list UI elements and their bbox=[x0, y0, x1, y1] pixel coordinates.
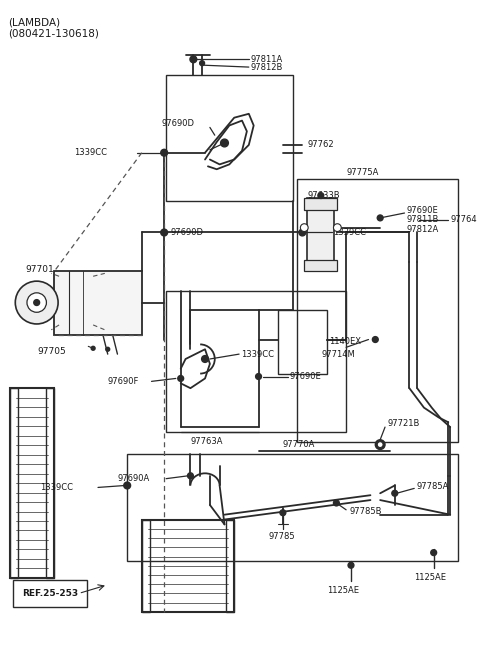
Text: 97690D: 97690D bbox=[171, 228, 204, 237]
Circle shape bbox=[161, 229, 168, 236]
Circle shape bbox=[431, 550, 437, 555]
Text: 1125AE: 1125AE bbox=[414, 573, 446, 582]
Text: 97811A: 97811A bbox=[251, 55, 283, 64]
Circle shape bbox=[372, 337, 378, 342]
Bar bbox=[304, 260, 337, 272]
Text: 97721B: 97721B bbox=[388, 419, 420, 428]
Circle shape bbox=[334, 224, 341, 232]
Circle shape bbox=[256, 373, 262, 379]
Circle shape bbox=[221, 139, 228, 147]
Circle shape bbox=[348, 562, 354, 568]
Circle shape bbox=[392, 490, 398, 496]
Text: 97775A: 97775A bbox=[346, 168, 379, 177]
Circle shape bbox=[161, 149, 168, 156]
Circle shape bbox=[91, 346, 95, 350]
Text: 97785: 97785 bbox=[268, 531, 295, 541]
Bar bbox=[166, 75, 293, 201]
Bar bbox=[127, 454, 458, 561]
Text: 97785A: 97785A bbox=[416, 482, 448, 491]
Bar bbox=[166, 291, 346, 432]
Text: 1339CC: 1339CC bbox=[73, 148, 107, 157]
Bar bbox=[307, 199, 335, 272]
Text: 97762: 97762 bbox=[307, 141, 334, 150]
Circle shape bbox=[375, 440, 385, 450]
Text: 1339CC: 1339CC bbox=[334, 228, 366, 237]
Circle shape bbox=[377, 442, 383, 448]
Text: 97690E: 97690E bbox=[289, 372, 322, 381]
Bar bbox=[11, 388, 54, 578]
Text: 1339CC: 1339CC bbox=[40, 483, 72, 492]
Text: 1339CC: 1339CC bbox=[241, 350, 274, 359]
Text: 97811B: 97811B bbox=[407, 215, 439, 224]
Text: 97690E: 97690E bbox=[407, 206, 438, 215]
Text: 97690F: 97690F bbox=[108, 377, 139, 386]
Text: 97812B: 97812B bbox=[251, 63, 283, 72]
Circle shape bbox=[124, 482, 131, 489]
Text: 97690D: 97690D bbox=[161, 119, 194, 128]
Bar bbox=[142, 519, 150, 612]
Text: (080421-130618): (080421-130618) bbox=[9, 28, 99, 38]
Circle shape bbox=[299, 229, 306, 236]
Bar bbox=[278, 310, 327, 373]
Circle shape bbox=[190, 56, 197, 63]
Circle shape bbox=[27, 293, 47, 312]
Text: 97705: 97705 bbox=[37, 347, 66, 355]
Bar bbox=[227, 519, 234, 612]
Circle shape bbox=[300, 224, 308, 232]
Text: 97770A: 97770A bbox=[283, 440, 315, 449]
Text: 1125AE: 1125AE bbox=[327, 586, 359, 595]
Circle shape bbox=[202, 355, 208, 362]
Text: 97785B: 97785B bbox=[349, 507, 382, 516]
Circle shape bbox=[188, 473, 193, 479]
Text: 97764: 97764 bbox=[450, 215, 477, 224]
Circle shape bbox=[318, 193, 324, 199]
Circle shape bbox=[34, 300, 40, 306]
Text: 97633B: 97633B bbox=[307, 191, 340, 200]
Circle shape bbox=[15, 281, 58, 324]
Bar bbox=[142, 519, 234, 612]
Circle shape bbox=[178, 375, 184, 381]
Text: 97690A: 97690A bbox=[118, 474, 150, 483]
Text: 97714M: 97714M bbox=[322, 350, 356, 359]
Text: 97701: 97701 bbox=[25, 265, 54, 274]
Bar bbox=[304, 199, 337, 210]
Circle shape bbox=[377, 215, 383, 221]
Bar bbox=[298, 179, 458, 442]
Text: (LAMBDA): (LAMBDA) bbox=[9, 17, 60, 27]
Bar bbox=[54, 272, 142, 335]
Circle shape bbox=[200, 61, 204, 66]
Bar bbox=[11, 388, 18, 578]
Text: 97812A: 97812A bbox=[407, 225, 439, 234]
Circle shape bbox=[106, 347, 109, 352]
Text: 1140EX: 1140EX bbox=[330, 337, 361, 346]
Circle shape bbox=[280, 510, 286, 515]
Circle shape bbox=[334, 500, 339, 506]
Text: REF.25-253: REF.25-253 bbox=[22, 589, 78, 598]
Text: 97763A: 97763A bbox=[191, 437, 223, 446]
Bar bbox=[47, 388, 54, 578]
